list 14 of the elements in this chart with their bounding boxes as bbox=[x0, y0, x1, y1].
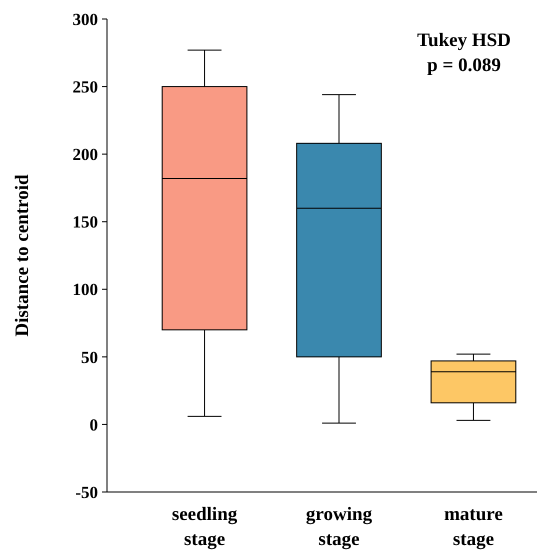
annotation: Tukey HSD bbox=[417, 30, 511, 51]
y-tick-label: 100 bbox=[72, 280, 98, 300]
y-tick-label: -50 bbox=[75, 482, 98, 502]
y-axis-title: Distance to centroid bbox=[12, 174, 33, 337]
y-tick-label: 300 bbox=[72, 10, 98, 29]
y-tick-label: 200 bbox=[72, 145, 98, 164]
y-tick-label: 150 bbox=[72, 212, 98, 232]
y-tick-label: 250 bbox=[72, 78, 98, 97]
annotation: p = 0.089 bbox=[427, 55, 501, 76]
x-tick-label: growing stage bbox=[306, 504, 373, 550]
y-tick-label: 50 bbox=[81, 348, 98, 367]
x-tick-label: seedling stage bbox=[172, 504, 238, 550]
y-tick-label: 0 bbox=[90, 415, 98, 434]
x-tick-label: mature stage bbox=[444, 504, 503, 550]
